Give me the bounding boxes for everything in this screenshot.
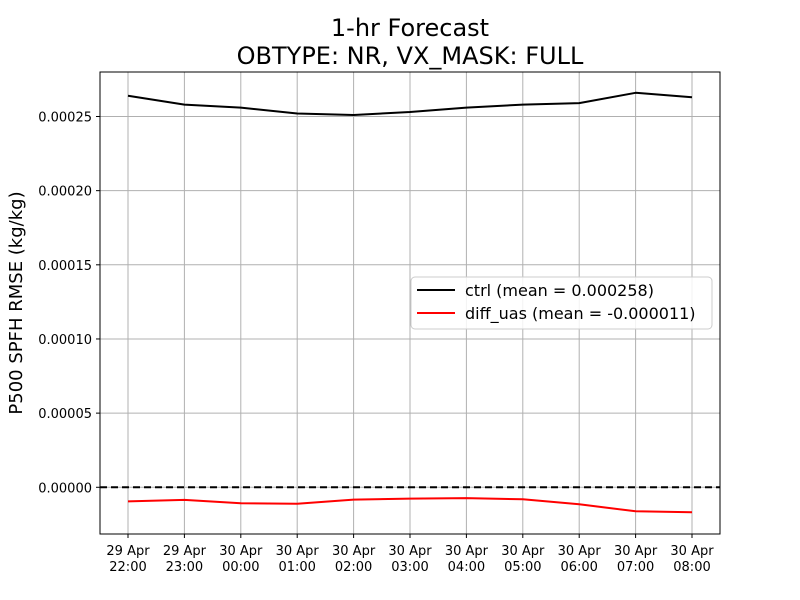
y-tick-label: 0.00025 [38, 110, 92, 125]
x-tick-label: 30 Apr 01:00 [276, 544, 320, 575]
x-tick-label: 30 Apr 00:00 [219, 544, 263, 575]
chart-title-line-2: OBTYPE: NR, VX_MASK: FULL [237, 42, 584, 70]
x-tick-label: 30 Apr 07:00 [614, 544, 658, 575]
x-tick-label: 30 Apr 03:00 [388, 544, 432, 575]
y-tick-label: 0.00000 [38, 481, 92, 496]
y-tick-label: 0.00015 [38, 259, 92, 274]
series-layer [127, 91, 693, 514]
x-tick-label: 29 Apr 22:00 [106, 544, 150, 575]
y-axis-ticks: 0.00000 0.00005 0.00010 0.00015 0.00020 0.000… [38, 110, 100, 496]
series-line-ctrl [127, 91, 693, 116]
x-axis-ticks: 29 Apr 22:00 29 Apr 23:00 30 Apr 00:00 30 Apr 0… [106, 534, 714, 575]
y-tick-label: 0.00020 [38, 185, 92, 200]
x-tick-label: 30 Apr 06:00 [558, 544, 602, 575]
chart-title-line-1: 1-hr Forecast [331, 14, 489, 42]
x-tick-label: 30 Apr 05:00 [501, 544, 545, 575]
y-tick-label: 0.00005 [38, 407, 92, 422]
legend-label-diff-uas: diff_uas (mean = -0.000011) [465, 304, 696, 324]
x-tick-label: 29 Apr 23:00 [163, 544, 207, 575]
legend-label-ctrl: ctrl (mean = 0.000258) [465, 281, 654, 300]
series-line-diff-uas [127, 497, 693, 514]
x-tick-label: 30 Apr 08:00 [670, 544, 714, 575]
x-tick-label: 30 Apr 04:00 [445, 544, 489, 575]
legend-box [410, 276, 713, 330]
legend: ctrl (mean = 0.000258) diff_uas (mean = … [410, 276, 713, 330]
x-tick-label: 30 Apr 02:00 [332, 544, 376, 575]
y-axis-label: P500 SPFH RMSE (kg/kg) [6, 191, 27, 414]
y-tick-label: 0.00010 [38, 333, 92, 348]
